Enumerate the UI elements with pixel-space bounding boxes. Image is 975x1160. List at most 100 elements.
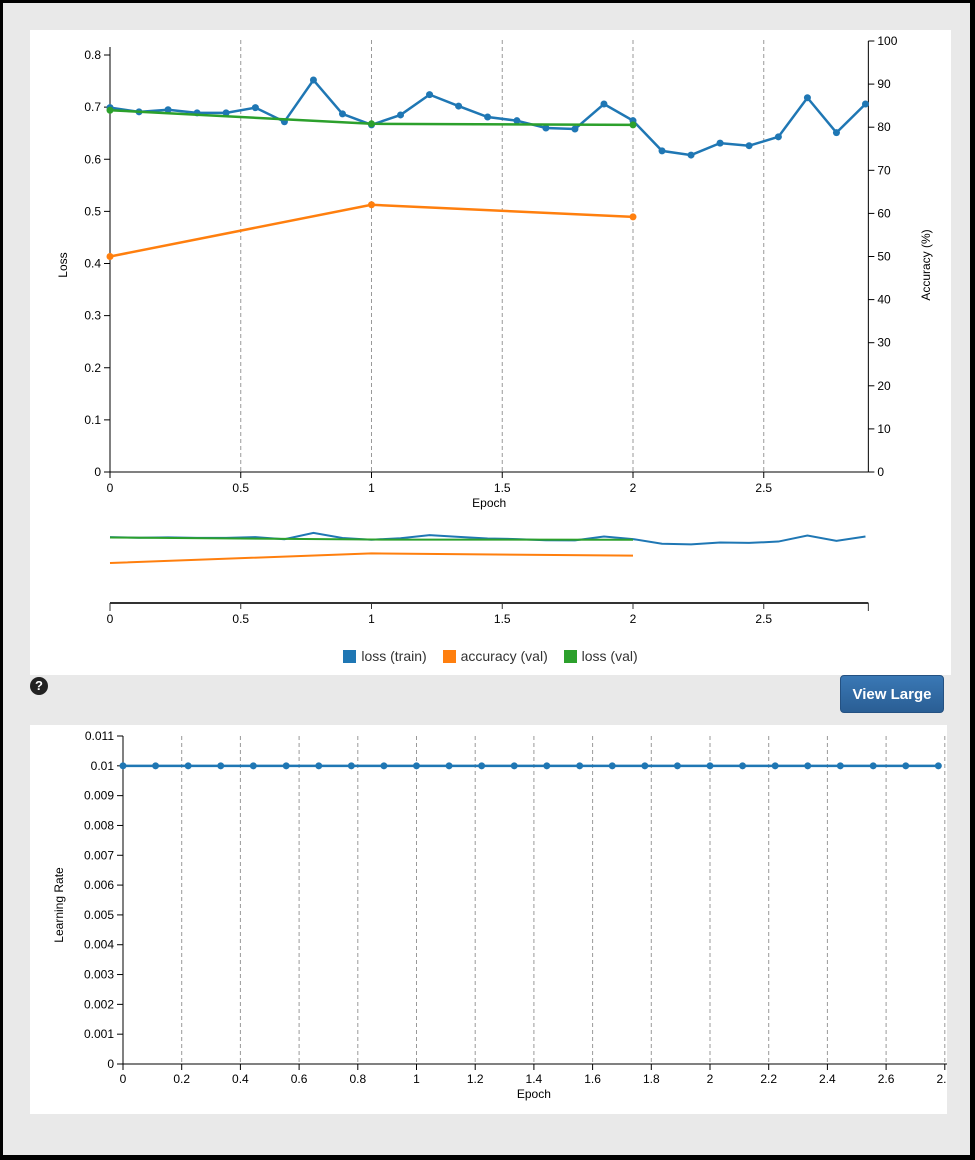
y-tick-label: 0.011 bbox=[85, 729, 114, 743]
data-point bbox=[184, 762, 192, 770]
context-tick-label: 2.5 bbox=[755, 612, 772, 626]
data-point bbox=[576, 762, 584, 770]
data-point bbox=[510, 762, 518, 770]
y2-axis-label: Accuracy (%) bbox=[919, 229, 933, 300]
context-tick-label: 1 bbox=[368, 612, 375, 626]
context-tick-label: 0 bbox=[107, 612, 114, 626]
data-point bbox=[251, 104, 259, 112]
x-tick-label: 2.4 bbox=[819, 1072, 836, 1086]
data-point bbox=[445, 762, 453, 770]
y-tick-label: 0.002 bbox=[84, 997, 114, 1011]
context-tick-label: 2 bbox=[630, 612, 637, 626]
x-tick-label: 1.8 bbox=[643, 1072, 660, 1086]
legend-loss-train[interactable]: loss (train) bbox=[343, 648, 427, 664]
context-tick-label: 1.5 bbox=[494, 612, 511, 626]
question-circle-icon[interactable]: ? bbox=[30, 677, 48, 695]
y-tick-label: 0.005 bbox=[84, 908, 114, 922]
y-tick-label: 0.1 bbox=[84, 413, 101, 427]
context-line-1 bbox=[109, 552, 634, 564]
data-point bbox=[152, 762, 160, 770]
data-point bbox=[249, 762, 257, 770]
x-axis-label: Epoch bbox=[517, 1087, 551, 1101]
y2-tick-label: 70 bbox=[877, 163, 891, 177]
learning-rate-chart-panel: 0 0.2 0.4 0.6 0.8 1 1.2 1.4 1.6 1.8 2 2.2 2.4 2.6 2.8 0… bbox=[30, 725, 953, 1114]
legend-label: loss (train) bbox=[361, 648, 427, 664]
learning-rate-chart[interactable]: 0 0.2 0.4 0.6 0.8 1 1.2 1.4 1.6 1.8 2 2.2 2.4 2.6 2.8 0… bbox=[30, 725, 953, 1114]
x-tick-label: 1 bbox=[368, 481, 375, 495]
y-tick-label: 0.2 bbox=[84, 361, 101, 375]
y2-tick-label: 60 bbox=[877, 206, 891, 220]
data-point bbox=[119, 762, 127, 770]
context-line-2 bbox=[109, 536, 634, 541]
data-point bbox=[164, 106, 172, 114]
y-tick-label: 0.009 bbox=[84, 789, 114, 803]
y-tick-label: 0.003 bbox=[84, 968, 114, 982]
chart-legend: loss (train) accuracy (val) loss (val) bbox=[30, 648, 951, 666]
y-axis-label: Learning Rate bbox=[52, 867, 66, 943]
y2-tick-label: 40 bbox=[877, 293, 891, 307]
data-point bbox=[687, 151, 695, 159]
y-tick-label: 0.008 bbox=[84, 818, 114, 832]
data-point bbox=[282, 762, 290, 770]
x-tick-label: 2.2 bbox=[760, 1072, 777, 1086]
x-tick-label: 0.4 bbox=[232, 1072, 249, 1086]
y-tick-label: 0.01 bbox=[91, 759, 115, 773]
legend-loss-val[interactable]: loss (val) bbox=[563, 648, 638, 664]
data-point bbox=[600, 100, 608, 108]
view-large-button[interactable]: View Large bbox=[840, 675, 944, 713]
data-point bbox=[804, 762, 812, 770]
y-tick-label: 0 bbox=[107, 1057, 114, 1071]
x-tick-label: 0.6 bbox=[291, 1072, 308, 1086]
data-point bbox=[368, 201, 375, 209]
legend-label: loss (val) bbox=[581, 648, 638, 664]
x-tick-label: 2.8 bbox=[936, 1072, 947, 1086]
y2-tick-label: 100 bbox=[877, 34, 897, 48]
y2-tick-label: 10 bbox=[877, 422, 891, 436]
data-point bbox=[513, 117, 521, 125]
data-point bbox=[542, 124, 550, 132]
data-point bbox=[380, 762, 388, 770]
x-tick-label: 0 bbox=[107, 481, 114, 495]
data-point bbox=[716, 139, 724, 147]
data-point bbox=[706, 762, 714, 770]
x-tick-label: 2 bbox=[707, 1072, 714, 1086]
y2-tick-label: 50 bbox=[877, 250, 891, 264]
loss-accuracy-chart[interactable]: 0 0.5 1 1.5 2 2.500.10.20.30.40.50.60.70.8010… bbox=[30, 30, 951, 640]
page-background: 0 0.5 1 1.5 2 2.5 0 0.1 0.2 0.3 0.4 0.5 0.6 0.7 0.8 0 10… bbox=[3, 3, 970, 1155]
data-point bbox=[771, 762, 779, 770]
data-point bbox=[934, 762, 942, 770]
data-point bbox=[571, 125, 579, 133]
y2-tick-label: 90 bbox=[877, 77, 891, 91]
y-tick-label: 0.007 bbox=[84, 848, 114, 862]
data-point bbox=[861, 100, 869, 108]
legend-accuracy-val[interactable]: accuracy (val) bbox=[442, 648, 548, 664]
y-tick-label: 0.6 bbox=[84, 152, 101, 166]
y2-tick-label: 80 bbox=[877, 120, 891, 134]
data-point bbox=[869, 762, 877, 770]
x-tick-label: 0 bbox=[120, 1072, 127, 1086]
y-tick-label: 0.004 bbox=[84, 938, 114, 952]
y-axis-label: Loss bbox=[56, 252, 70, 277]
data-point bbox=[222, 109, 230, 117]
x-tick-label: 0.8 bbox=[349, 1072, 366, 1086]
x-axis-label: Epoch bbox=[472, 496, 506, 510]
data-point bbox=[641, 762, 649, 770]
data-point bbox=[803, 94, 811, 102]
y-tick-label: 0.7 bbox=[84, 100, 101, 114]
data-point bbox=[484, 113, 492, 121]
y-tick-label: 0 bbox=[94, 465, 101, 479]
x-tick-label: 0.5 bbox=[232, 481, 249, 495]
data-point bbox=[455, 102, 463, 110]
data-point bbox=[629, 213, 637, 221]
y2-tick-label: 30 bbox=[877, 336, 891, 350]
x-tick-label: 1.6 bbox=[584, 1072, 601, 1086]
data-point bbox=[309, 76, 317, 84]
training-chart-panel: 0 0.5 1 1.5 2 2.5 0 0.1 0.2 0.3 0.4 0.5 0.6 0.7 0.8 0 10… bbox=[30, 30, 951, 675]
x-tick-label: 1.5 bbox=[494, 481, 511, 495]
data-point bbox=[832, 129, 840, 137]
y-tick-label: 0.3 bbox=[84, 309, 101, 323]
data-point bbox=[478, 762, 486, 770]
data-point bbox=[658, 147, 666, 155]
data-point bbox=[347, 762, 355, 770]
data-point bbox=[368, 120, 375, 128]
